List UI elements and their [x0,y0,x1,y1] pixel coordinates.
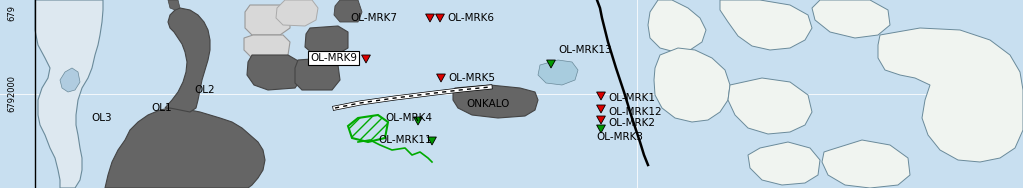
Polygon shape [165,8,210,112]
Polygon shape [654,48,730,122]
Polygon shape [728,78,812,134]
Polygon shape [305,26,348,54]
Polygon shape [247,55,302,90]
Polygon shape [413,117,422,125]
Polygon shape [168,0,180,10]
Polygon shape [453,85,538,118]
Text: OL-MRK11: OL-MRK11 [379,135,432,145]
Text: 679: 679 [7,5,16,21]
Polygon shape [596,125,606,133]
Text: OL-MRK2: OL-MRK2 [608,118,655,128]
Polygon shape [437,74,445,82]
Polygon shape [276,0,318,26]
Text: OL-MRK13: OL-MRK13 [558,45,612,55]
Polygon shape [538,60,578,85]
Text: ONKALO: ONKALO [466,99,509,109]
Polygon shape [596,116,606,124]
Polygon shape [295,58,340,90]
Text: OL2: OL2 [194,85,215,95]
Text: OL-MRK6: OL-MRK6 [447,13,494,23]
Polygon shape [333,0,362,22]
Text: OL-MRK5: OL-MRK5 [448,73,495,83]
Polygon shape [648,0,706,52]
Polygon shape [361,55,370,63]
Text: OL-MRK4: OL-MRK4 [385,113,432,123]
Polygon shape [428,137,437,145]
Text: 6792000: 6792000 [7,76,16,112]
Polygon shape [436,14,444,22]
Polygon shape [878,28,1023,162]
Text: OL-MRK9: OL-MRK9 [310,53,357,63]
Polygon shape [546,60,555,68]
Polygon shape [244,5,290,35]
Polygon shape [596,92,606,100]
Text: OL-MRK7: OL-MRK7 [350,13,397,23]
Text: OL-MRK1: OL-MRK1 [608,93,655,103]
Polygon shape [426,14,435,22]
Polygon shape [822,140,910,188]
Polygon shape [720,0,812,50]
Text: OL1: OL1 [151,103,172,113]
Polygon shape [812,0,890,38]
Polygon shape [35,0,103,188]
Text: OL-MRK12: OL-MRK12 [608,107,662,117]
Polygon shape [105,108,265,188]
Text: OL-MRK3: OL-MRK3 [596,132,643,142]
Polygon shape [60,68,80,92]
Polygon shape [596,105,606,113]
Polygon shape [748,142,820,185]
Text: OL3: OL3 [92,113,113,123]
Polygon shape [244,35,290,60]
